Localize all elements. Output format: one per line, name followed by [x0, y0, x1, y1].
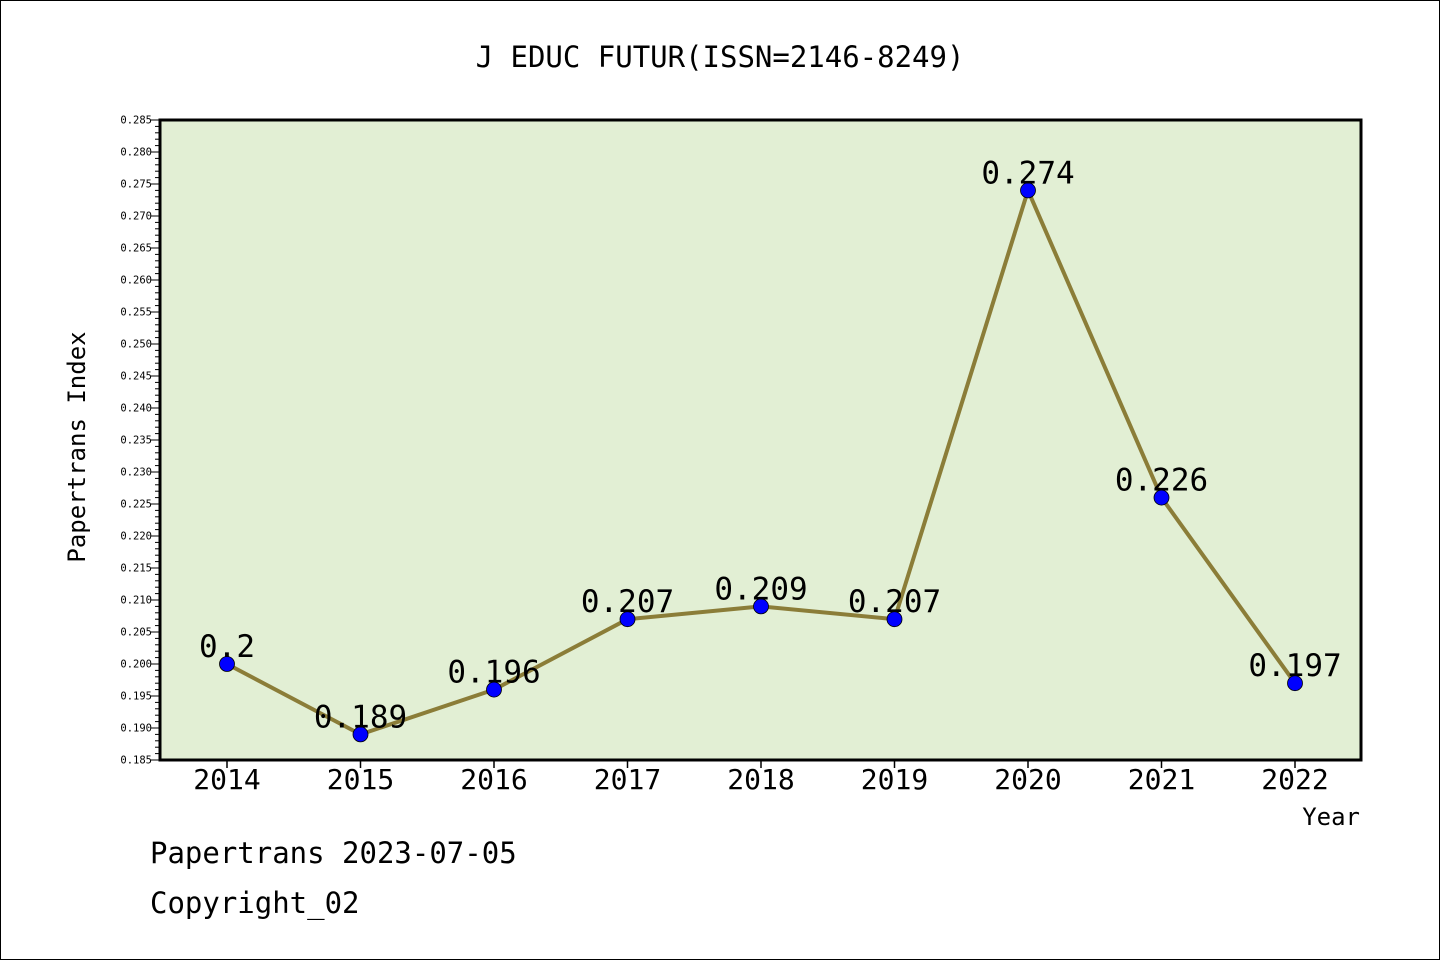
- x-tick-label: 2019: [861, 763, 928, 796]
- footer-copyright: Copyright_02: [150, 886, 360, 920]
- x-tick-label: 2015: [327, 763, 394, 796]
- y-tick-label: 0.270: [120, 211, 152, 223]
- y-tick-label: 0.220: [120, 531, 152, 543]
- y-tick-label: 0.200: [120, 659, 152, 671]
- plot-area: [158, 118, 1363, 762]
- data-label: 0.2: [199, 629, 255, 665]
- y-tick-label: 0.205: [120, 627, 152, 639]
- y-tick-label: 0.280: [120, 147, 152, 159]
- data-point: [486, 681, 502, 698]
- data-labels: 0.2 0.189 0.196 0.207 0.209 0.207 0.274 0.226 0.…: [199, 155, 1342, 735]
- y-tick-label: 0.265: [120, 243, 152, 255]
- y-tick-label: 0.190: [120, 723, 152, 735]
- chart-title: J EDUC FUTUR(ISSN=2146-8249): [476, 40, 965, 74]
- y-tick-label: 0.235: [120, 435, 152, 447]
- y-tick-label: 0.225: [120, 499, 152, 511]
- y-tick-label: 0.185: [120, 755, 152, 767]
- data-point: [1287, 675, 1303, 692]
- data-point: [352, 726, 369, 743]
- y-tick-label: 0.260: [120, 275, 152, 287]
- y-tick-label: 0.210: [120, 595, 152, 607]
- data-point: [219, 656, 235, 672]
- x-tick-label: 2016: [460, 763, 527, 796]
- data-label: 0.207: [848, 584, 941, 620]
- data-point: [753, 598, 769, 615]
- data-label: 0.196: [447, 655, 540, 691]
- x-axis: 2014 2015 2016 2017 2018 2019 2020 2021 2022: [193, 760, 1329, 796]
- y-axis: 0.185 0.190 0.195 0.200 0.205 0.210 0.215 0.220…: [120, 115, 160, 767]
- x-tick-label: 2017: [594, 763, 661, 796]
- y-tick-label: 0.255: [120, 307, 152, 319]
- y-tick-label: 0.250: [120, 339, 152, 351]
- data-label: 0.189: [314, 699, 407, 735]
- x-tick-label: 2014: [193, 763, 260, 796]
- y-tick-label: 0.245: [120, 371, 152, 383]
- data-label: 0.209: [714, 571, 807, 607]
- data-point: [886, 611, 903, 628]
- y-tick-label: 0.275: [120, 179, 152, 191]
- x-tick-label: 2020: [994, 763, 1061, 796]
- x-tick-label: 2021: [1128, 763, 1195, 796]
- x-tick-label: 2022: [1261, 763, 1328, 796]
- x-tick-label: 2018: [727, 763, 794, 796]
- data-label: 0.226: [1115, 463, 1208, 499]
- y-axis-label: Papertrans Index: [63, 331, 91, 562]
- footer-date: Papertrans 2023-07-05: [150, 836, 517, 870]
- y-tick-label: 0.215: [120, 563, 152, 575]
- data-point: [1153, 489, 1170, 506]
- x-axis-label: Year: [1302, 803, 1360, 831]
- y-tick-label: 0.285: [120, 115, 152, 127]
- data-label: 0.207: [581, 584, 674, 620]
- y-tick-label: 0.230: [120, 467, 152, 479]
- data-label: 0.197: [1248, 648, 1341, 684]
- data-point: [619, 611, 636, 628]
- data-point: [1020, 182, 1036, 199]
- y-tick-label: 0.240: [120, 403, 152, 415]
- data-label: 0.274: [981, 155, 1074, 191]
- y-tick-label: 0.195: [120, 691, 152, 703]
- series-markers: [219, 182, 1303, 743]
